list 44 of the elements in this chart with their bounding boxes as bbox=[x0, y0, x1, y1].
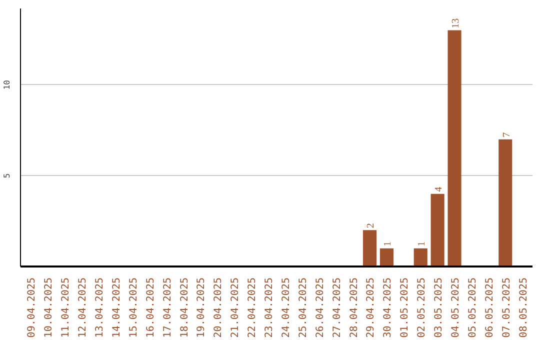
x-tick-label: 14.04.2025 bbox=[111, 277, 122, 338]
x-tick-label: 30.04.2025 bbox=[382, 277, 394, 338]
x-tick-label: 16.04.2025 bbox=[145, 277, 156, 338]
x-tick-label: 09.04.2025 bbox=[26, 277, 38, 338]
x-tick-label: 01.05.2025 bbox=[400, 277, 411, 338]
x-tick-label: 22.04.2025 bbox=[247, 277, 258, 338]
bar bbox=[414, 248, 428, 266]
x-tick-label: 26.04.2025 bbox=[314, 277, 326, 338]
data-label: 7 bbox=[501, 132, 512, 138]
x-tick-label: 06.05.2025 bbox=[484, 277, 496, 338]
x-tick-label: 05.05.2025 bbox=[467, 277, 478, 338]
x-tick-label: 04.05.2025 bbox=[450, 277, 462, 338]
x-tick-label: 19.04.2025 bbox=[196, 277, 208, 338]
bar bbox=[380, 248, 394, 266]
x-tick-label: 28.04.2025 bbox=[348, 277, 360, 338]
x-tick-label: 24.04.2025 bbox=[280, 277, 292, 338]
bar bbox=[498, 139, 512, 266]
x-tick-label: 27.04.2025 bbox=[332, 277, 343, 338]
bar bbox=[430, 194, 444, 266]
x-tick-label: 07.05.2025 bbox=[501, 277, 512, 338]
x-tick-label: 08.05.2025 bbox=[518, 277, 530, 338]
x-tick-label: 23.04.2025 bbox=[264, 277, 276, 338]
x-tick-label: 03.05.2025 bbox=[434, 277, 445, 338]
x-tick-label: 21.04.2025 bbox=[230, 277, 242, 338]
data-label: 13 bbox=[450, 18, 462, 28]
data-label: 4 bbox=[434, 186, 445, 192]
x-tick-label: 20.04.2025 bbox=[213, 277, 224, 338]
x-tick-label: 02.05.2025 bbox=[416, 277, 428, 338]
x-tick-label: 15.04.2025 bbox=[128, 277, 140, 338]
data-label: 1 bbox=[416, 241, 428, 246]
x-tick-label: 10.04.2025 bbox=[44, 277, 55, 338]
x-tick-label: 17.04.2025 bbox=[162, 277, 174, 338]
x-tick-label: 18.04.2025 bbox=[179, 277, 190, 338]
bar bbox=[448, 30, 462, 266]
y-tick-label: 10 bbox=[2, 80, 12, 90]
bar bbox=[362, 230, 377, 266]
data-label: 2 bbox=[366, 223, 377, 228]
x-tick-label: 29.04.2025 bbox=[366, 277, 377, 338]
x-tick-label: 12.04.2025 bbox=[78, 277, 89, 338]
x-tick-label: 13.04.2025 bbox=[94, 277, 106, 338]
data-label: 1 bbox=[382, 241, 394, 246]
y-tick-label: 5 bbox=[2, 173, 12, 178]
x-tick-label: 25.04.2025 bbox=[298, 277, 309, 338]
x-tick-label: 11.04.2025 bbox=[60, 277, 72, 338]
